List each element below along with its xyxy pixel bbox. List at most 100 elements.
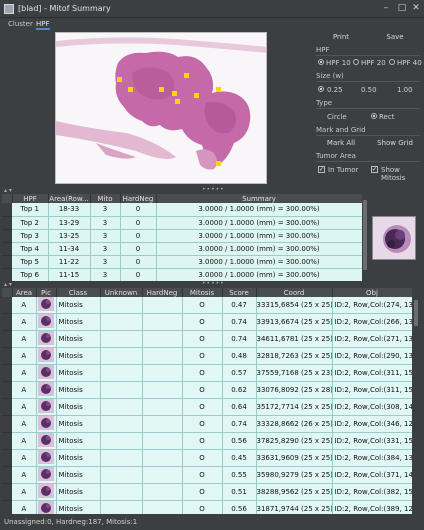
hardneg-cell[interactable] bbox=[142, 330, 183, 348]
column-header-obj[interactable]: Obj bbox=[332, 288, 412, 297]
column-header-hardneg[interactable]: HardNeg bbox=[142, 288, 183, 297]
unknown-cell[interactable] bbox=[100, 330, 143, 348]
row-handle[interactable] bbox=[2, 466, 12, 484]
table-row[interactable]: A Mitosis O 0.51 38288,9562 (25 x 25) ID:2, R… bbox=[2, 483, 412, 501]
scrollbar-thumb[interactable] bbox=[363, 200, 367, 270]
mitosis-cell[interactable]: O bbox=[182, 313, 223, 331]
column-header-pic[interactable]: Pic bbox=[36, 288, 57, 297]
column-header-area[interactable]: Area(Row... bbox=[48, 194, 91, 203]
row-handle[interactable] bbox=[2, 483, 12, 501]
mitosis-cell[interactable]: O bbox=[182, 432, 223, 450]
mitosis-cell[interactable]: O bbox=[182, 347, 223, 365]
unknown-cell[interactable] bbox=[100, 500, 143, 514]
mitosis-marker[interactable] bbox=[194, 93, 199, 98]
table-row[interactable]: Top 3 13-25 3 0 3.0000 / 1.0000 (mm) = 300.0… bbox=[2, 229, 362, 243]
collapse-arrows-icon[interactable]: ▴ ▾ bbox=[4, 187, 12, 194]
mitosis-marker[interactable] bbox=[175, 99, 180, 104]
column-header-summary[interactable]: Summary bbox=[156, 194, 362, 203]
hardneg-cell[interactable] bbox=[142, 347, 183, 365]
type-circle-label[interactable]: Circle bbox=[327, 113, 347, 121]
hpf-20-radio[interactable] bbox=[353, 59, 359, 65]
scrollbar-thumb[interactable] bbox=[414, 300, 418, 326]
hardneg-cell[interactable] bbox=[142, 297, 183, 314]
table-row[interactable]: A Mitosis O 0.56 31871,9744 (25 x 25) ID:2, R… bbox=[2, 500, 412, 514]
unknown-cell[interactable] bbox=[100, 466, 143, 484]
row-handle[interactable] bbox=[2, 398, 12, 416]
hardneg-cell[interactable] bbox=[142, 313, 183, 331]
table-row[interactable]: Top 4 11-34 3 0 3.0000 / 1.0000 (mm) = 300.0… bbox=[2, 242, 362, 256]
type-rect-radio[interactable] bbox=[371, 113, 377, 119]
row-handle[interactable] bbox=[2, 229, 12, 243]
table-row[interactable]: A Mitosis O 0.45 33631,9609 (25 x 25) ID:2, R… bbox=[2, 449, 412, 467]
table-row[interactable]: A Mitosis O 0.64 35172,7714 (25 x 25) ID:2, R… bbox=[2, 398, 412, 416]
unknown-cell[interactable] bbox=[100, 364, 143, 382]
row-handle[interactable] bbox=[2, 297, 12, 314]
mark-all-button[interactable]: Mark All bbox=[326, 139, 356, 147]
show-mitosis-checkbox[interactable]: ✓ bbox=[371, 166, 378, 173]
row-handle[interactable] bbox=[2, 330, 12, 348]
mitosis-cell[interactable]: O bbox=[182, 364, 223, 382]
column-header-coord[interactable]: Coord bbox=[256, 288, 333, 297]
hardneg-cell[interactable] bbox=[142, 398, 183, 416]
column-header-class[interactable]: Class bbox=[56, 288, 101, 297]
unknown-cell[interactable] bbox=[100, 483, 143, 501]
mitosis-marker[interactable] bbox=[159, 87, 164, 92]
collapse-arrows-icon[interactable]: ▴ ▾ bbox=[4, 281, 12, 288]
row-handle[interactable] bbox=[2, 381, 12, 399]
mitosis-cell[interactable]: O bbox=[182, 415, 223, 433]
table-row[interactable]: A Mitosis O 0.74 34611,6781 (25 x 25) ID:2, R… bbox=[2, 330, 412, 348]
mitosis-marker[interactable] bbox=[128, 87, 133, 92]
unknown-cell[interactable] bbox=[100, 297, 143, 314]
table-row[interactable]: Top 1 18-33 3 0 3.0000 / 1.0000 (mm) = 300.0… bbox=[2, 203, 362, 217]
slide-thumbnail[interactable] bbox=[55, 32, 267, 184]
show-grid-button[interactable]: Show Grid bbox=[377, 139, 413, 147]
row-handle[interactable] bbox=[2, 347, 12, 365]
column-header-mitosis[interactable]: Mitosis bbox=[182, 288, 223, 297]
mitosis-table-scrollbar[interactable] bbox=[412, 288, 420, 514]
unknown-cell[interactable] bbox=[100, 381, 143, 399]
table-row[interactable]: A Mitosis O 0.62 33076,8092 (25 x 28) ID:2, R… bbox=[2, 381, 412, 399]
unknown-cell[interactable] bbox=[100, 313, 143, 331]
mitosis-cell[interactable]: O bbox=[182, 483, 223, 501]
tab-cluster[interactable]: Cluster bbox=[8, 20, 33, 28]
size-050-label[interactable]: 0.50 bbox=[361, 86, 377, 94]
table-row[interactable]: A Mitosis O 0.55 35980,9279 (25 x 25) ID:2, R… bbox=[2, 466, 412, 484]
column-header-hardneg[interactable]: HardNeg bbox=[120, 194, 157, 203]
hardneg-cell[interactable] bbox=[142, 364, 183, 382]
mitosis-marker[interactable] bbox=[117, 77, 122, 82]
hardneg-cell[interactable] bbox=[142, 500, 183, 514]
hpf-10-radio[interactable] bbox=[318, 59, 324, 65]
column-header-unknown[interactable]: Unknown bbox=[100, 288, 143, 297]
mitosis-cell[interactable]: O bbox=[182, 398, 223, 416]
unknown-cell[interactable] bbox=[100, 449, 143, 467]
in-tumor-checkbox[interactable]: ✓ bbox=[318, 166, 325, 173]
unknown-cell[interactable] bbox=[100, 415, 143, 433]
unknown-cell[interactable] bbox=[100, 432, 143, 450]
table-row[interactable]: A Mitosis O 0.48 32818,7263 (25 x 25) ID:2, R… bbox=[2, 347, 412, 365]
splitter-handle[interactable]: ••••• bbox=[202, 280, 225, 287]
hardneg-cell[interactable] bbox=[142, 432, 183, 450]
table-row[interactable]: A Mitosis O 0.74 33328,8662 (26 x 25) ID:2, R… bbox=[2, 415, 412, 433]
table-row[interactable]: Top 5 11-22 3 0 3.0000 / 1.0000 (mm) = 300.0… bbox=[2, 255, 362, 269]
hardneg-cell[interactable] bbox=[142, 381, 183, 399]
hardneg-cell[interactable] bbox=[142, 415, 183, 433]
maximize-button[interactable]: □ bbox=[397, 3, 407, 13]
table-row[interactable]: A Mitosis O 0.56 37825,8290 (25 x 25) ID:2, R… bbox=[2, 432, 412, 450]
mitosis-marker[interactable] bbox=[184, 73, 189, 78]
table-row[interactable]: Top 6 11-15 3 0 3.0000 / 1.0000 (mm) = 300.0… bbox=[2, 268, 362, 281]
mitosis-marker[interactable] bbox=[172, 91, 177, 96]
unknown-cell[interactable] bbox=[100, 398, 143, 416]
mitosis-cell[interactable]: O bbox=[182, 381, 223, 399]
print-button[interactable]: Print bbox=[332, 33, 350, 41]
row-handle[interactable] bbox=[2, 432, 12, 450]
column-header-score[interactable]: Score bbox=[222, 288, 257, 297]
column-header-hpf[interactable]: HPF bbox=[12, 194, 49, 203]
size-100-label[interactable]: 1.00 bbox=[397, 86, 413, 94]
row-handle[interactable] bbox=[2, 242, 12, 256]
mitosis-marker[interactable] bbox=[216, 161, 221, 166]
row-handle[interactable] bbox=[2, 255, 12, 269]
row-handle[interactable] bbox=[2, 216, 12, 230]
row-handle[interactable] bbox=[2, 313, 12, 331]
hpf-40-radio[interactable] bbox=[389, 59, 395, 65]
mitosis-cell[interactable]: O bbox=[182, 500, 223, 514]
